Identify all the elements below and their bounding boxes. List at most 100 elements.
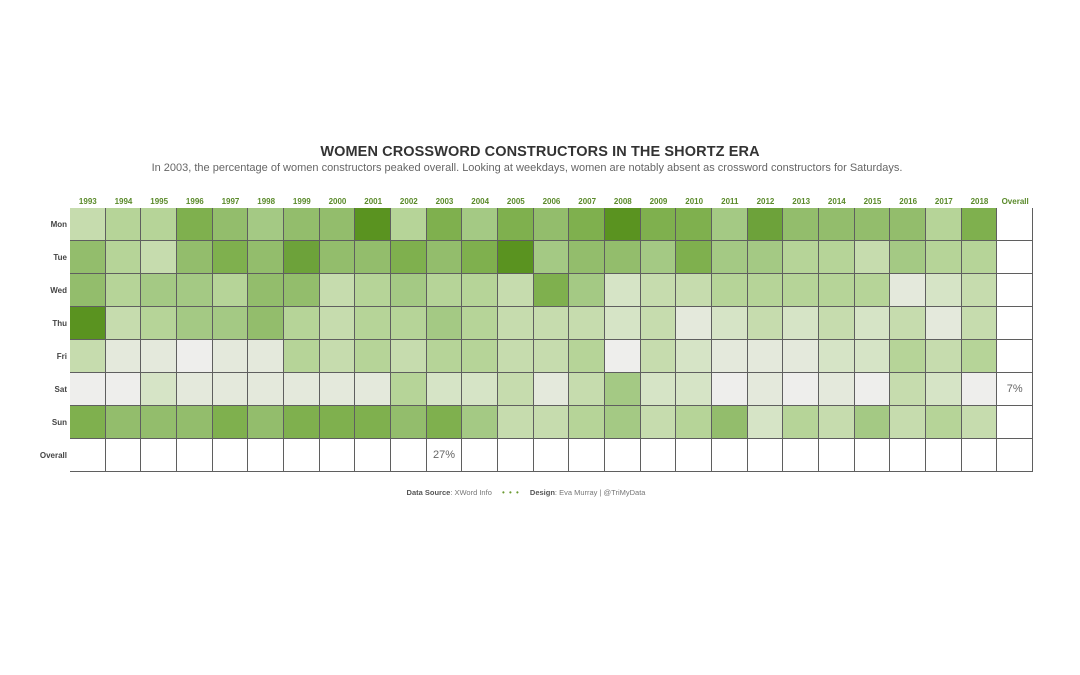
heatmap-cell	[426, 241, 463, 274]
heatmap-cell	[70, 307, 106, 340]
heatmap-cell	[355, 439, 391, 472]
heatmap-cell	[248, 208, 284, 241]
column-header: 2000	[328, 197, 347, 206]
column-header: 2009	[649, 197, 668, 206]
heatmap-cell	[177, 373, 213, 406]
heatmap-cell	[319, 307, 356, 340]
heatmap-cell	[854, 373, 891, 406]
heatmap-cell	[319, 406, 356, 439]
heatmap-cell	[105, 373, 142, 406]
heatmap-cell	[355, 208, 391, 241]
heatmap-cell	[70, 241, 106, 274]
design-value: : Eva Murray | @TriMyData	[554, 488, 646, 497]
heatmap-cell	[569, 241, 605, 274]
heatmap-cell	[783, 406, 819, 439]
heatmap-cell	[498, 406, 534, 439]
column-header: 2014	[827, 197, 846, 206]
heatmap-cell	[391, 208, 427, 241]
heatmap-cell	[319, 373, 356, 406]
heatmap-cell	[783, 208, 819, 241]
source-value: : XWord Info	[450, 488, 492, 497]
heatmap-cell	[605, 241, 641, 274]
heatmap-cell	[105, 439, 142, 472]
source-label: Data Source	[406, 488, 451, 497]
heatmap-cell	[212, 241, 249, 274]
heatmap-cell	[391, 307, 427, 340]
heatmap-cell	[997, 208, 1033, 241]
footer: Data Source: XWord Info • • • Design: Ev…	[0, 488, 1052, 497]
column-header: 1994	[114, 197, 133, 206]
column-header: 2015	[863, 197, 882, 206]
column-header: 2017	[934, 197, 953, 206]
heatmap-cell	[141, 340, 177, 373]
heatmap-grid: 7% 27%	[70, 208, 1033, 472]
heatmap-cell	[177, 307, 213, 340]
heatmap-cell	[284, 241, 320, 274]
heatmap-cell	[533, 274, 570, 307]
heatmap-cell	[783, 340, 819, 373]
column-header: 2010	[685, 197, 704, 206]
heatmap-cell	[105, 208, 142, 241]
heatmap-cell	[997, 307, 1033, 340]
row-header: Thu	[52, 318, 67, 328]
heatmap-cell	[177, 406, 213, 439]
heatmap-cell	[676, 274, 712, 307]
heatmap-cell	[533, 307, 570, 340]
heatmap-cell	[783, 274, 819, 307]
heatmap-cell	[961, 439, 998, 472]
heatmap-cell	[676, 208, 712, 241]
heatmap-cell	[141, 274, 177, 307]
heatmap-cell	[141, 406, 177, 439]
separator-dots-icon: • • •	[501, 488, 520, 497]
heatmap-cell	[605, 274, 641, 307]
heatmap-cell	[783, 373, 819, 406]
heatmap-cell	[177, 274, 213, 307]
heatmap-cell	[355, 373, 391, 406]
heatmap-cell	[926, 340, 962, 373]
heatmap-cell	[105, 274, 142, 307]
heatmap-cell	[676, 241, 712, 274]
heatmap-cell	[248, 307, 284, 340]
heatmap-cell	[391, 439, 427, 472]
heatmap-cell	[854, 340, 891, 373]
heatmap-cell	[712, 406, 748, 439]
heatmap-cell	[676, 373, 712, 406]
heatmap-cell	[105, 340, 142, 373]
column-header: 2018	[970, 197, 989, 206]
heatmap-cell	[141, 439, 177, 472]
column-header: 2008	[613, 197, 632, 206]
heatmap-cell	[462, 340, 498, 373]
column-header: 1996	[185, 197, 204, 206]
row-header: Tue	[53, 252, 67, 262]
heatmap-cell	[212, 274, 249, 307]
heatmap-cell	[533, 208, 570, 241]
heatmap-cell	[961, 373, 998, 406]
heatmap-cell	[890, 406, 926, 439]
heatmap-cell	[569, 406, 605, 439]
heatmap-cell	[462, 406, 498, 439]
heatmap-cell	[926, 406, 962, 439]
heatmap-cell	[141, 208, 177, 241]
heatmap-cell	[177, 208, 213, 241]
heatmap-cell	[712, 208, 748, 241]
heatmap-cell	[391, 340, 427, 373]
heatmap-cell	[605, 307, 641, 340]
heatmap-cell	[70, 406, 106, 439]
heatmap-cell	[676, 340, 712, 373]
column-header: 2016	[899, 197, 918, 206]
heatmap-cell	[498, 208, 534, 241]
heatmap-cell	[890, 274, 926, 307]
heatmap-cell	[533, 373, 570, 406]
heatmap-cell	[248, 406, 284, 439]
heatmap-cell	[426, 340, 463, 373]
column-header: 2002	[399, 197, 418, 206]
heatmap-cell	[212, 439, 249, 472]
heatmap-cell	[533, 406, 570, 439]
heatmap-cell	[890, 208, 926, 241]
heatmap-cell	[712, 307, 748, 340]
column-header: 1993	[78, 197, 97, 206]
heatmap-cell	[819, 340, 855, 373]
heatmap-cell	[640, 373, 677, 406]
heatmap-cell	[426, 307, 463, 340]
heatmap-cell	[926, 307, 962, 340]
